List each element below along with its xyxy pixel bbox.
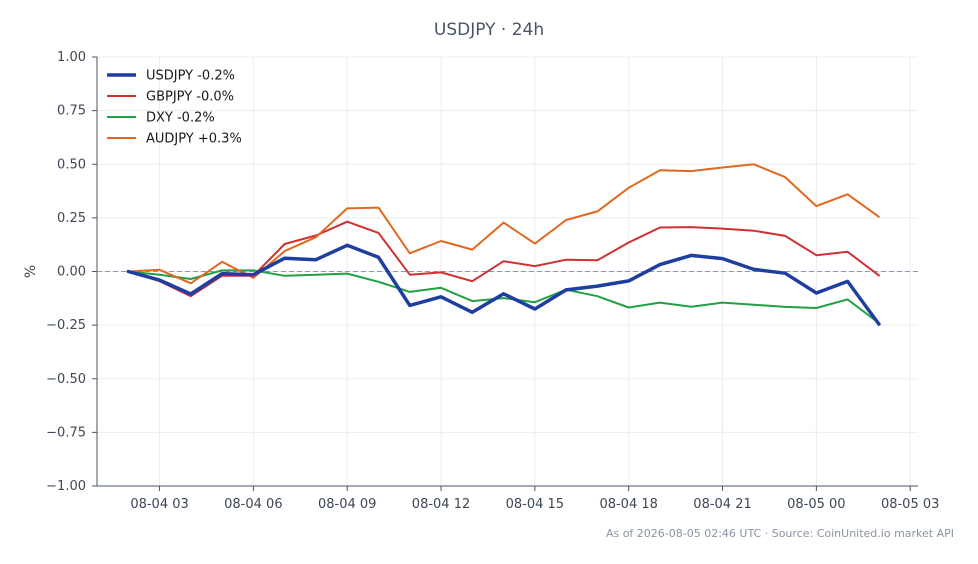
x-tick-label: 08-04 03: [130, 497, 188, 512]
x-tick-label: 08-04 12: [412, 497, 470, 512]
x-tick-label: 08-05 03: [881, 497, 939, 512]
y-axis-label: %: [23, 265, 39, 278]
series-line-4: [127, 163, 880, 285]
y-tick-label: −0.50: [46, 372, 86, 387]
y-tick-label: 0.50: [57, 157, 86, 172]
y-tick-label: −0.25: [46, 318, 86, 333]
x-tick-label: 08-04 09: [318, 497, 376, 512]
x-tick-label: 08-04 06: [224, 497, 282, 512]
x-tick-label: 08-04 18: [599, 497, 657, 512]
series-line-3: [127, 269, 880, 324]
x-tick-label: 08-04 15: [506, 497, 564, 512]
series-line-2: [127, 220, 880, 298]
legend-label: AUDJPY +0.3%: [146, 132, 242, 147]
x-tick-label: 08-04 21: [693, 497, 751, 512]
series-line-1: [126, 243, 881, 326]
chart-title: USDJPY · 24h: [433, 20, 545, 40]
legend-label: DXY -0.2%: [146, 111, 215, 126]
y-tick-label: −0.75: [46, 425, 86, 440]
x-tick-label: 08-05 00: [787, 497, 845, 512]
y-tick-label: −1.00: [46, 479, 86, 494]
source-footnote: As of 2026-08-05 02:46 UTC · Source: Coi…: [605, 527, 954, 540]
y-tick-label: 0.75: [57, 104, 86, 119]
y-tick-label: 0.25: [57, 211, 86, 226]
legend-label: USDJPY -0.2%: [146, 69, 235, 84]
legend-label: GBPJPY -0.0%: [146, 90, 234, 105]
y-tick-label: 0.00: [57, 265, 86, 280]
y-tick-label: 1.00: [57, 50, 86, 65]
